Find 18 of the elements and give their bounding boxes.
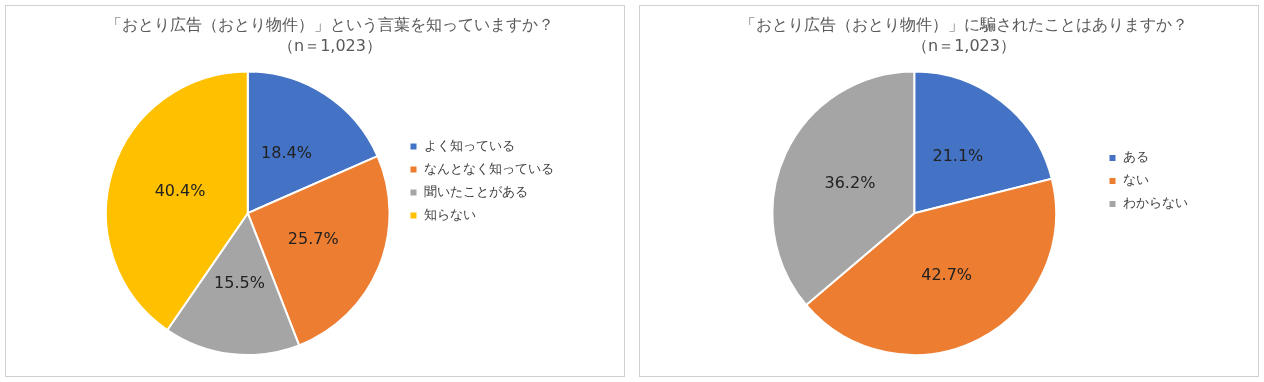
data-label: 21.1% (932, 146, 984, 166)
legend-label: よく知っている (424, 137, 515, 153)
data-label: 42.7% (921, 265, 973, 285)
legend-label: ある (1123, 149, 1149, 165)
data-label: 36.2% (824, 172, 876, 192)
chart-title: 「おとり広告（おとり物件）」という言葉を知っていますか？ (106, 14, 554, 34)
legend-label: わからない (1123, 195, 1188, 211)
chart-subtitle: （n＝1,023） (278, 35, 382, 55)
chart-title: 「おとり広告（おとり物件）」に騙されたことはありますか？ (740, 14, 1188, 34)
legend-label: 聞いたことがある (424, 183, 528, 199)
legend-label: 知らない (424, 206, 476, 222)
legend-label: ない (1123, 172, 1149, 188)
data-label: 25.7% (287, 229, 339, 249)
data-label: 18.4% (261, 142, 312, 162)
legend-label: なんとなく知っている (424, 160, 554, 176)
data-label: 40.4% (154, 181, 206, 201)
data-label: 15.5% (214, 272, 265, 292)
chart-subtitle: （n＝1,023） (912, 35, 1016, 55)
